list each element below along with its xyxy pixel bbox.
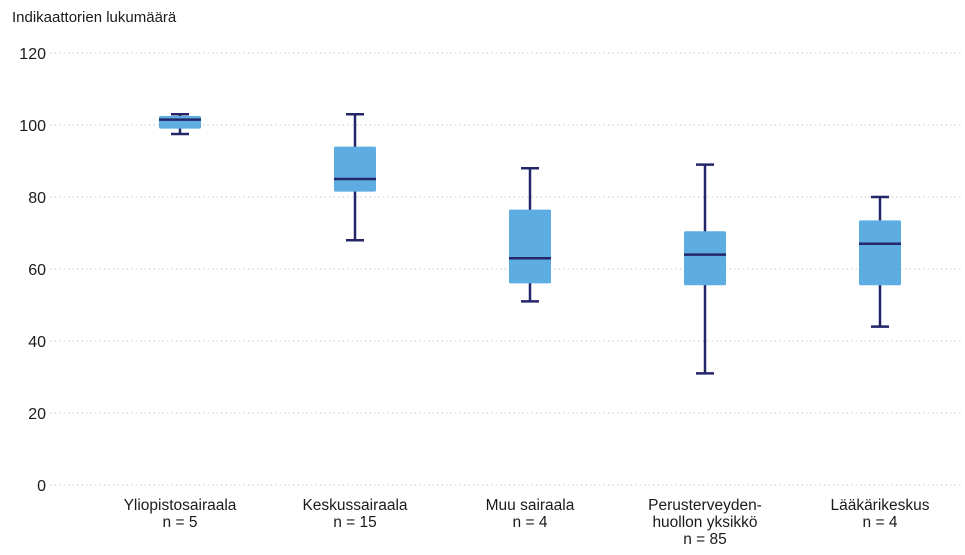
category-label-line: n = 5 bbox=[163, 514, 198, 531]
y-tick-label: 100 bbox=[19, 118, 46, 135]
box-plot-group bbox=[159, 112, 201, 136]
y-tick-label: 60 bbox=[28, 262, 46, 279]
y-tick-label: 80 bbox=[28, 190, 46, 207]
y-tick-label: 0 bbox=[37, 478, 46, 495]
category-label-line: Perusterveyden- bbox=[648, 497, 762, 514]
category-label: Lääkärikeskus n = 4 bbox=[830, 497, 929, 531]
category-label-line: n = 4 bbox=[513, 514, 548, 531]
category-label-line: Keskussairaala bbox=[302, 497, 407, 514]
box-plot-group bbox=[334, 112, 376, 242]
grid-lines bbox=[50, 52, 962, 486]
category-label-line: n = 85 bbox=[683, 531, 727, 548]
y-tick-label: 120 bbox=[19, 46, 46, 63]
category-label-line: Yliopistosairaala bbox=[124, 497, 237, 514]
category-label: Yliopistosairaala n = 5 bbox=[124, 497, 237, 531]
iqr-box bbox=[509, 209, 551, 284]
category-label-line: Lääkärikeskus bbox=[830, 497, 929, 514]
y-tick-label: 40 bbox=[28, 334, 46, 351]
box-series bbox=[159, 112, 901, 375]
category-label-line: huollon yksikkö bbox=[652, 514, 757, 531]
iqr-box bbox=[334, 146, 376, 192]
y-tick-label: 20 bbox=[28, 406, 46, 423]
box-plot-group bbox=[509, 166, 551, 303]
category-label-line: Muu sairaala bbox=[486, 497, 575, 514]
y-axis-title: Indikaattorien lukumäärä bbox=[12, 9, 177, 26]
box-plot-group bbox=[859, 195, 901, 328]
y-axis-ticks: 0 20 40 60 80 100 120 bbox=[19, 46, 46, 495]
category-label: Perusterveyden-huollon yksikkö n = 85 bbox=[648, 497, 762, 548]
category-label-line: n = 4 bbox=[863, 514, 898, 531]
iqr-box bbox=[684, 231, 726, 286]
category-label: Keskussairaala n = 15 bbox=[302, 497, 407, 531]
category-label: Muu sairaala n = 4 bbox=[486, 497, 575, 531]
iqr-box bbox=[159, 116, 201, 129]
iqr-box bbox=[859, 220, 901, 286]
box-plot-group bbox=[684, 163, 726, 375]
category-label-line: n = 15 bbox=[333, 514, 377, 531]
